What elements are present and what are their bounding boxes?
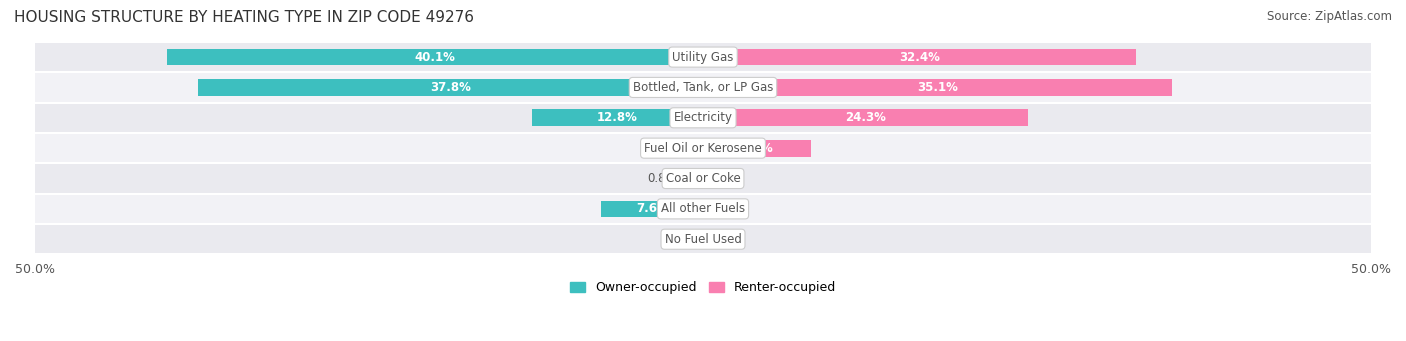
Text: Bottled, Tank, or LP Gas: Bottled, Tank, or LP Gas bbox=[633, 81, 773, 94]
Bar bbox=[602, 201, 703, 217]
Text: 0.0%: 0.0% bbox=[710, 172, 740, 185]
Text: Fuel Oil or Kerosene: Fuel Oil or Kerosene bbox=[644, 142, 762, 155]
Bar bbox=[703, 109, 1028, 126]
Text: Utility Gas: Utility Gas bbox=[672, 50, 734, 63]
Text: 7.6%: 7.6% bbox=[636, 202, 669, 216]
Text: 0.87%: 0.87% bbox=[648, 172, 685, 185]
Text: 40.1%: 40.1% bbox=[415, 50, 456, 63]
Bar bbox=[35, 133, 1371, 163]
Bar bbox=[692, 170, 703, 187]
Text: Source: ZipAtlas.com: Source: ZipAtlas.com bbox=[1267, 10, 1392, 23]
Bar bbox=[35, 163, 1371, 194]
Text: 0.87%: 0.87% bbox=[648, 142, 685, 155]
Text: 8.1%: 8.1% bbox=[741, 142, 773, 155]
Text: 24.3%: 24.3% bbox=[845, 111, 886, 124]
Bar bbox=[198, 79, 703, 96]
Text: 12.8%: 12.8% bbox=[598, 111, 638, 124]
Legend: Owner-occupied, Renter-occupied: Owner-occupied, Renter-occupied bbox=[565, 276, 841, 299]
Text: 0.0%: 0.0% bbox=[710, 202, 740, 216]
Text: 0.0%: 0.0% bbox=[666, 233, 696, 246]
Bar bbox=[35, 224, 1371, 254]
Text: 0.0%: 0.0% bbox=[710, 233, 740, 246]
Text: 35.1%: 35.1% bbox=[917, 81, 957, 94]
Bar bbox=[35, 103, 1371, 133]
Text: 37.8%: 37.8% bbox=[430, 81, 471, 94]
Bar bbox=[703, 79, 1173, 96]
Bar bbox=[703, 49, 1136, 65]
Text: 32.4%: 32.4% bbox=[898, 50, 939, 63]
Bar bbox=[35, 194, 1371, 224]
Bar bbox=[531, 109, 703, 126]
Text: HOUSING STRUCTURE BY HEATING TYPE IN ZIP CODE 49276: HOUSING STRUCTURE BY HEATING TYPE IN ZIP… bbox=[14, 10, 474, 25]
Text: Coal or Coke: Coal or Coke bbox=[665, 172, 741, 185]
Bar bbox=[692, 140, 703, 157]
Text: No Fuel Used: No Fuel Used bbox=[665, 233, 741, 246]
Text: All other Fuels: All other Fuels bbox=[661, 202, 745, 216]
Bar bbox=[35, 72, 1371, 103]
Bar bbox=[167, 49, 703, 65]
Text: Electricity: Electricity bbox=[673, 111, 733, 124]
Bar bbox=[35, 42, 1371, 72]
Bar bbox=[703, 140, 811, 157]
